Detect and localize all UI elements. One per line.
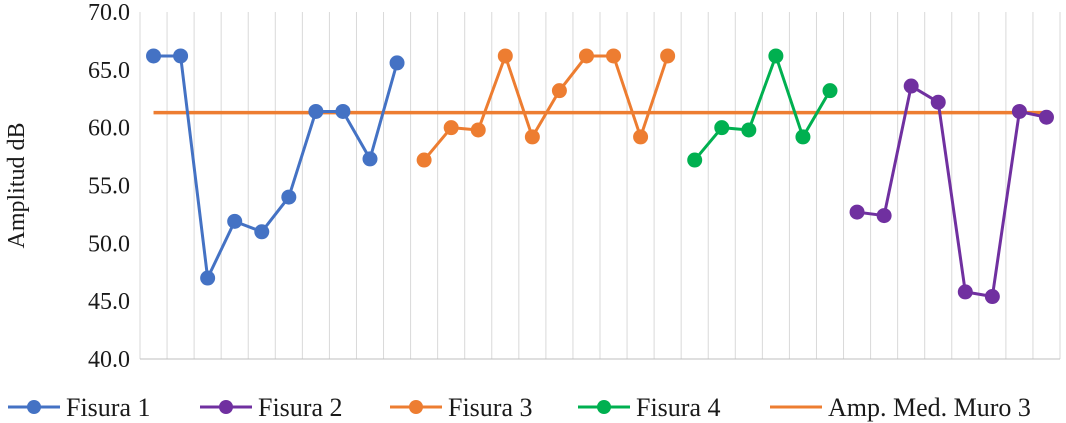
grid — [139, 12, 1061, 360]
data-point — [903, 78, 919, 94]
series — [849, 78, 1054, 305]
data-point — [1038, 109, 1054, 125]
data-point — [335, 103, 351, 119]
legend-label: Amp. Med. Muro 3 — [828, 393, 1031, 422]
data-point — [227, 213, 243, 229]
legend-item: Fisura 4 — [578, 393, 721, 422]
y-tick-label: 55.0 — [88, 174, 130, 200]
data-point — [741, 122, 757, 138]
series — [687, 48, 838, 168]
legend-label: Fisura 3 — [448, 393, 533, 422]
data-point — [957, 284, 973, 300]
data-point — [551, 83, 567, 99]
series-line — [422, 54, 670, 162]
series-layer — [146, 48, 1054, 305]
y-tick-label: 65.0 — [88, 58, 130, 84]
data-point — [984, 289, 1000, 305]
data-point — [443, 120, 459, 136]
data-point — [795, 129, 811, 145]
data-point — [930, 94, 946, 110]
data-point — [470, 122, 486, 138]
series — [146, 48, 405, 286]
data-point — [524, 129, 540, 145]
legend-swatch-marker — [219, 400, 233, 414]
data-point — [389, 55, 405, 71]
legend-item: Amp. Med. Muro 3 — [770, 393, 1031, 422]
axes: Amplitud dB 40.0 45.0 50.0 55.0 60.0 65.0 70.0 — [4, 0, 130, 373]
data-point — [281, 189, 297, 205]
data-point — [200, 270, 216, 286]
data-point — [822, 83, 838, 99]
legend-swatch-marker — [409, 400, 423, 414]
series — [416, 48, 676, 168]
data-point — [1011, 103, 1027, 119]
data-point — [254, 224, 270, 240]
data-point — [768, 48, 784, 64]
series-line — [856, 84, 1047, 299]
y-axis-title: Amplitud dB — [4, 122, 30, 248]
legend-item: Fisura 2 — [200, 393, 343, 422]
data-point — [876, 208, 892, 224]
series-line — [153, 54, 399, 280]
data-point — [578, 48, 594, 64]
legend: Fisura 1 Fisura 2 Fisura 3 Fisura 4 Amp. Med… — [8, 393, 1031, 422]
legend-label: Fisura 4 — [636, 393, 721, 422]
data-point — [146, 48, 162, 64]
data-point — [173, 48, 189, 64]
y-tick-label: 45.0 — [88, 289, 130, 315]
data-point — [308, 103, 324, 119]
legend-item: Fisura 1 — [8, 393, 151, 422]
data-point — [660, 48, 676, 64]
data-point — [497, 48, 513, 64]
data-point — [687, 152, 703, 168]
data-point — [416, 152, 432, 168]
y-tick-label: 50.0 — [88, 231, 130, 257]
legend-label: Fisura 2 — [258, 393, 343, 422]
legend-item: Fisura 3 — [390, 393, 533, 422]
y-tick-label: 60.0 — [88, 116, 130, 142]
y-tick-label: 40.0 — [88, 347, 130, 373]
data-point — [714, 120, 730, 136]
legend-swatch-marker — [27, 400, 41, 414]
legend-label: Fisura 1 — [66, 393, 151, 422]
data-point — [633, 129, 649, 145]
data-point — [362, 151, 378, 167]
data-point — [849, 204, 865, 220]
legend-swatch-marker — [597, 400, 611, 414]
y-tick-label: 70.0 — [88, 0, 130, 26]
data-point — [606, 48, 622, 64]
